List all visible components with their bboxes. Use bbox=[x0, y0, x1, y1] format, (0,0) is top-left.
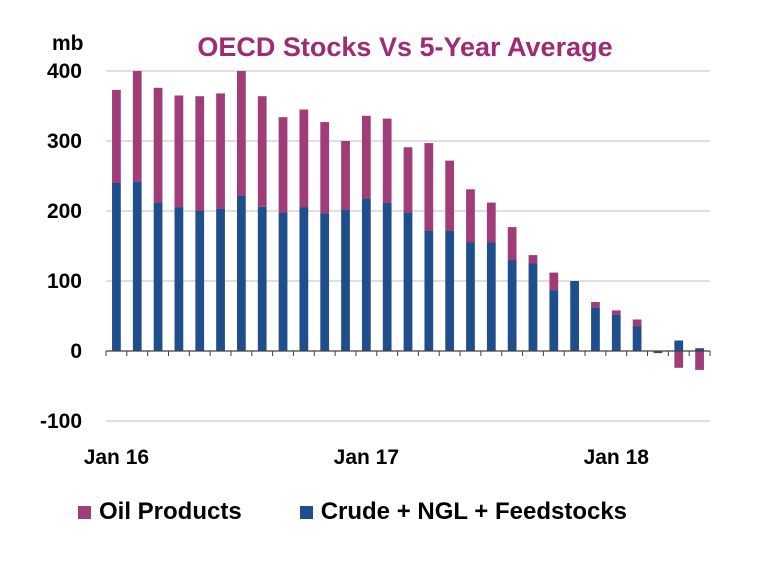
bar-crude-ngl-feedstocks bbox=[486, 242, 496, 351]
bar-crude-ngl-feedstocks bbox=[570, 281, 579, 351]
bar-crude-ngl-feedstocks bbox=[278, 212, 288, 351]
bar-oil-products bbox=[132, 71, 142, 182]
bar-crude-ngl-feedstocks bbox=[653, 351, 663, 354]
chart-title: OECD Stocks Vs 5-Year Average bbox=[197, 32, 612, 62]
legend-label-oil-products: Oil Products bbox=[99, 498, 242, 525]
x-tick-label: Jan 17 bbox=[334, 446, 399, 469]
bar-oil-products bbox=[278, 117, 288, 213]
bar-oil-products bbox=[361, 115, 371, 199]
x-tick-label: Jan 18 bbox=[584, 446, 650, 469]
bar-crude-ngl-feedstocks bbox=[216, 208, 225, 351]
bar-crude-ngl-feedstocks bbox=[674, 340, 684, 351]
bar-oil-products bbox=[237, 71, 246, 196]
bar-crude-ngl-feedstocks bbox=[507, 260, 517, 351]
y-tick-label: 100 bbox=[47, 270, 82, 293]
bar-crude-ngl-feedstocks bbox=[466, 242, 475, 351]
bar-crude-ngl-feedstocks bbox=[132, 181, 142, 351]
x-tick-label: Jan 16 bbox=[84, 446, 149, 469]
y-tick-label: 400 bbox=[47, 60, 82, 83]
y-tick-label: -100 bbox=[40, 410, 82, 433]
bar-crude-ngl-feedstocks bbox=[403, 212, 413, 351]
bar-oil-products bbox=[486, 202, 496, 243]
bar-oil-products bbox=[674, 351, 684, 368]
bar-crude-ngl-feedstocks bbox=[341, 209, 350, 351]
bar-oil-products bbox=[445, 160, 455, 231]
bar-crude-ngl-feedstocks bbox=[112, 183, 121, 351]
bar-crude-ngl-feedstocks bbox=[361, 198, 371, 351]
bar-oil-products bbox=[382, 118, 392, 203]
bar-oil-products bbox=[424, 143, 434, 231]
bar-oil-products bbox=[549, 272, 559, 291]
bar-oil-products bbox=[216, 93, 225, 209]
bar-crude-ngl-feedstocks bbox=[299, 207, 309, 351]
bar-crude-ngl-feedstocks bbox=[320, 213, 330, 351]
bar-oil-products bbox=[403, 147, 413, 213]
bar-crude-ngl-feedstocks bbox=[174, 207, 184, 351]
bar-oil-products bbox=[195, 96, 205, 211]
bar-oil-products bbox=[299, 109, 309, 208]
bar-oil-products bbox=[507, 227, 517, 260]
bar-oil-products bbox=[153, 87, 163, 203]
bar-crude-ngl-feedstocks bbox=[153, 202, 163, 351]
bar-crude-ngl-feedstocks bbox=[424, 230, 434, 351]
bar-oil-products bbox=[257, 96, 267, 207]
x-axis-ticks: Jan 16 Jan 17 Jan 18 bbox=[84, 446, 650, 469]
bar-crude-ngl-feedstocks bbox=[695, 348, 704, 351]
bar-crude-ngl-feedstocks bbox=[611, 314, 621, 351]
bar-oil-products bbox=[174, 95, 184, 208]
bar-crude-ngl-feedstocks bbox=[632, 326, 642, 351]
y-axis-ticks: -100 0 100 200 300 400 bbox=[40, 60, 82, 433]
bar-crude-ngl-feedstocks bbox=[195, 211, 205, 351]
bars bbox=[112, 71, 704, 370]
x-axis bbox=[105, 350, 711, 356]
bar-oil-products bbox=[632, 319, 642, 327]
y-tick-label: 0 bbox=[70, 340, 82, 363]
legend: Oil Products Crude + NGL + Feedstocks bbox=[78, 498, 685, 526]
bar-crude-ngl-feedstocks bbox=[549, 290, 559, 351]
bar-oil-products bbox=[528, 255, 538, 264]
legend-swatch-crude-ngl-feedstocks bbox=[299, 505, 313, 519]
bar-oil-products bbox=[466, 189, 475, 243]
legend-item-crude-ngl-feedstocks: Crude + NGL + Feedstocks bbox=[299, 498, 628, 526]
y-tick-label: 300 bbox=[47, 130, 82, 153]
bar-crude-ngl-feedstocks bbox=[591, 307, 600, 351]
legend-swatch-oil-products bbox=[78, 505, 91, 519]
legend-label-crude-ngl-feedstocks: Crude + NGL + Feedstocks bbox=[320, 498, 628, 525]
bar-oil-products bbox=[320, 122, 330, 214]
bar-crude-ngl-feedstocks bbox=[257, 206, 267, 351]
bar-oil-products bbox=[341, 141, 350, 210]
y-tick-label: 200 bbox=[47, 200, 82, 223]
y-axis-unit-label: mb bbox=[52, 32, 84, 55]
bar-oil-products bbox=[611, 310, 621, 315]
bar-oil-products bbox=[695, 351, 704, 370]
legend-item-oil-products: Oil Products bbox=[78, 498, 242, 526]
bar-crude-ngl-feedstocks bbox=[237, 195, 246, 351]
bar-oil-products bbox=[112, 89, 121, 183]
bar-crude-ngl-feedstocks bbox=[382, 202, 392, 351]
bar-crude-ngl-feedstocks bbox=[528, 263, 538, 351]
bar-oil-products bbox=[591, 302, 600, 308]
chart: OECD Stocks Vs 5-Year Average mb -100 0 10… bbox=[40, 32, 711, 469]
bar-crude-ngl-feedstocks bbox=[445, 230, 455, 351]
